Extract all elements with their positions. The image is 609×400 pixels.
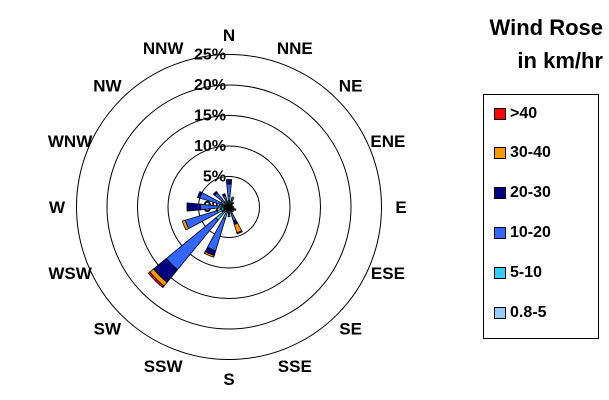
grid-ring	[76, 54, 382, 360]
direction-label: E	[395, 198, 406, 217]
wedge-E-5-10	[231, 206, 235, 208]
wedge-NE-10-20	[231, 201, 235, 205]
wedge-S-5-10	[227, 210, 231, 215]
grid-ring	[106, 84, 352, 330]
grid-ring	[137, 115, 321, 299]
legend-item: >40	[494, 105, 538, 122]
radial-tick-label: 20%	[194, 77, 226, 94]
wedge-WNW-20-30	[196, 190, 203, 199]
legend-label: >40	[510, 105, 538, 122]
wedge-SSW-30-40	[203, 251, 215, 258]
wedge-W-30-40	[186, 202, 189, 212]
legend-swatch	[494, 147, 506, 159]
direction-label: NNW	[143, 39, 185, 58]
direction-label: ESE	[371, 264, 405, 283]
direction-label: S	[223, 370, 234, 389]
wedge-W-5-10	[218, 205, 225, 209]
wedge-SSE->40	[236, 230, 243, 235]
radial-tick-label: 15%	[194, 108, 226, 125]
legend-label: 5-10	[510, 264, 543, 281]
direction-label: NE	[339, 76, 363, 95]
legend-label: 20-30	[510, 184, 551, 201]
wedge-NNE-10-20	[230, 196, 235, 202]
legend-label: 30-40	[510, 144, 551, 161]
legend-item: 20-30	[494, 184, 551, 201]
direction-label: SE	[339, 320, 362, 339]
wedge-NNW-20-30	[221, 193, 226, 197]
wedge-NW-20-30	[212, 190, 218, 196]
legend-item: 10-20	[494, 224, 551, 241]
wedge-SSE-10-20	[230, 212, 237, 222]
direction-label: SSE	[278, 357, 312, 376]
legend-label: 0.8-5	[510, 304, 547, 321]
legend-item: 30-40	[494, 144, 551, 161]
legend-swatch	[494, 108, 506, 120]
legend-swatch	[494, 187, 506, 199]
legend-item: 0.8-5	[494, 304, 547, 321]
legend-label: 10-20	[510, 224, 551, 241]
direction-label: ENE	[370, 132, 405, 151]
wedge-SW->40	[147, 271, 165, 289]
legend-swatch	[494, 307, 506, 319]
wedge-WSW-30-40	[181, 219, 190, 231]
wedge-S-10-20	[227, 213, 231, 218]
wedge-ENE-5-10	[230, 204, 234, 207]
direction-label: WNW	[48, 132, 93, 151]
radial-tick-label: 25%	[194, 47, 226, 64]
wedge-SE-10-20	[231, 209, 235, 213]
direction-label: N	[223, 26, 235, 45]
radial-tick-label: 10%	[194, 138, 226, 155]
direction-label: NNE	[277, 39, 313, 58]
wedge-N-20-30	[225, 179, 233, 185]
legend-swatch	[494, 227, 506, 239]
direction-label: SW	[94, 320, 122, 339]
wedge-ESE-10-20	[233, 208, 237, 211]
radial-tick-label: 5%	[203, 169, 226, 186]
direction-label: NW	[93, 76, 122, 95]
legend-item: 5-10	[494, 264, 543, 281]
chart-title-line-2: in km/hr	[517, 48, 603, 73]
wedge-N-10-20	[226, 183, 232, 197]
wedge-W-20-30	[187, 202, 201, 212]
direction-label: SSW	[144, 357, 184, 376]
chart-title-line-1: Wind Rose	[489, 15, 603, 40]
grid-ring	[167, 145, 291, 269]
direction-label: WSW	[48, 264, 92, 283]
legend: >40 30-40 20-30 10-20 5-10 0.8-5	[483, 94, 599, 339]
wedge-N-5-10	[227, 195, 231, 202]
legend-swatch	[494, 267, 506, 279]
direction-label: W	[49, 198, 66, 217]
